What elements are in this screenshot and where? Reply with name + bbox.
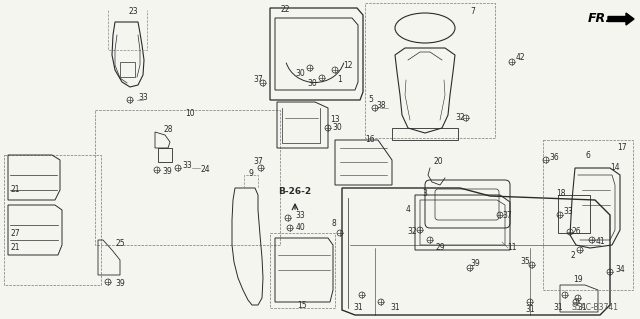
Text: 12: 12 — [343, 61, 353, 70]
Text: 30: 30 — [295, 69, 305, 78]
Text: 37: 37 — [253, 158, 263, 167]
Text: 36: 36 — [549, 153, 559, 162]
Text: 25: 25 — [115, 239, 125, 248]
Text: 22: 22 — [280, 5, 290, 14]
Text: 33: 33 — [182, 160, 192, 169]
Bar — [558, 195, 590, 233]
Text: 3: 3 — [422, 189, 428, 197]
Text: 34: 34 — [615, 265, 625, 275]
Text: FR.: FR. — [588, 11, 611, 25]
Text: 10: 10 — [185, 108, 195, 117]
Text: 27: 27 — [10, 228, 20, 238]
Text: 39: 39 — [115, 279, 125, 288]
Text: 33: 33 — [295, 211, 305, 220]
Text: 33: 33 — [138, 93, 148, 101]
Text: 17: 17 — [617, 144, 627, 152]
Bar — [95, 110, 280, 245]
Text: 5: 5 — [369, 95, 373, 105]
Text: 31: 31 — [553, 302, 563, 311]
Bar — [4, 155, 101, 285]
Text: 21: 21 — [10, 186, 20, 195]
Text: 33: 33 — [563, 207, 573, 217]
Text: 42: 42 — [515, 54, 525, 63]
FancyArrow shape — [608, 13, 634, 25]
Text: 20: 20 — [433, 158, 443, 167]
Text: 21: 21 — [10, 243, 20, 253]
Text: 38: 38 — [376, 100, 386, 109]
Text: S5AC-B3741: S5AC-B3741 — [572, 302, 618, 311]
Text: 39: 39 — [470, 258, 480, 268]
Text: 15: 15 — [297, 300, 307, 309]
Text: 28: 28 — [163, 125, 173, 135]
Text: 14: 14 — [610, 164, 620, 173]
Text: 23: 23 — [128, 6, 138, 16]
Text: 41: 41 — [595, 238, 605, 247]
Text: 29: 29 — [435, 243, 445, 253]
Text: 31: 31 — [525, 306, 535, 315]
Text: 31: 31 — [390, 302, 400, 311]
Bar — [365, 3, 495, 138]
Text: 11: 11 — [508, 243, 516, 253]
Text: 39: 39 — [162, 167, 172, 176]
Text: 4: 4 — [406, 205, 410, 214]
Text: 32: 32 — [407, 227, 417, 236]
Text: 13: 13 — [330, 115, 340, 124]
Text: 8: 8 — [332, 219, 337, 228]
Text: 37: 37 — [253, 76, 263, 85]
Text: 31: 31 — [353, 302, 363, 311]
Text: B-26-2: B-26-2 — [278, 187, 312, 196]
Text: 30: 30 — [307, 78, 317, 87]
Text: 6: 6 — [586, 151, 591, 160]
Text: 9: 9 — [248, 168, 253, 177]
Text: 37: 37 — [502, 211, 512, 219]
Text: 40: 40 — [295, 224, 305, 233]
Text: 32: 32 — [455, 114, 465, 122]
Text: 16: 16 — [365, 136, 375, 145]
Bar — [270, 233, 335, 308]
Text: 35: 35 — [520, 257, 530, 266]
Text: 30: 30 — [332, 123, 342, 132]
Text: 31: 31 — [577, 303, 587, 313]
Text: 1: 1 — [338, 76, 342, 85]
Text: 26: 26 — [571, 227, 581, 236]
Text: 19: 19 — [573, 276, 583, 285]
Text: 24: 24 — [200, 166, 210, 174]
Text: 2: 2 — [571, 250, 575, 259]
Text: 7: 7 — [470, 8, 476, 17]
Bar — [543, 140, 633, 290]
Text: 18: 18 — [556, 189, 566, 197]
